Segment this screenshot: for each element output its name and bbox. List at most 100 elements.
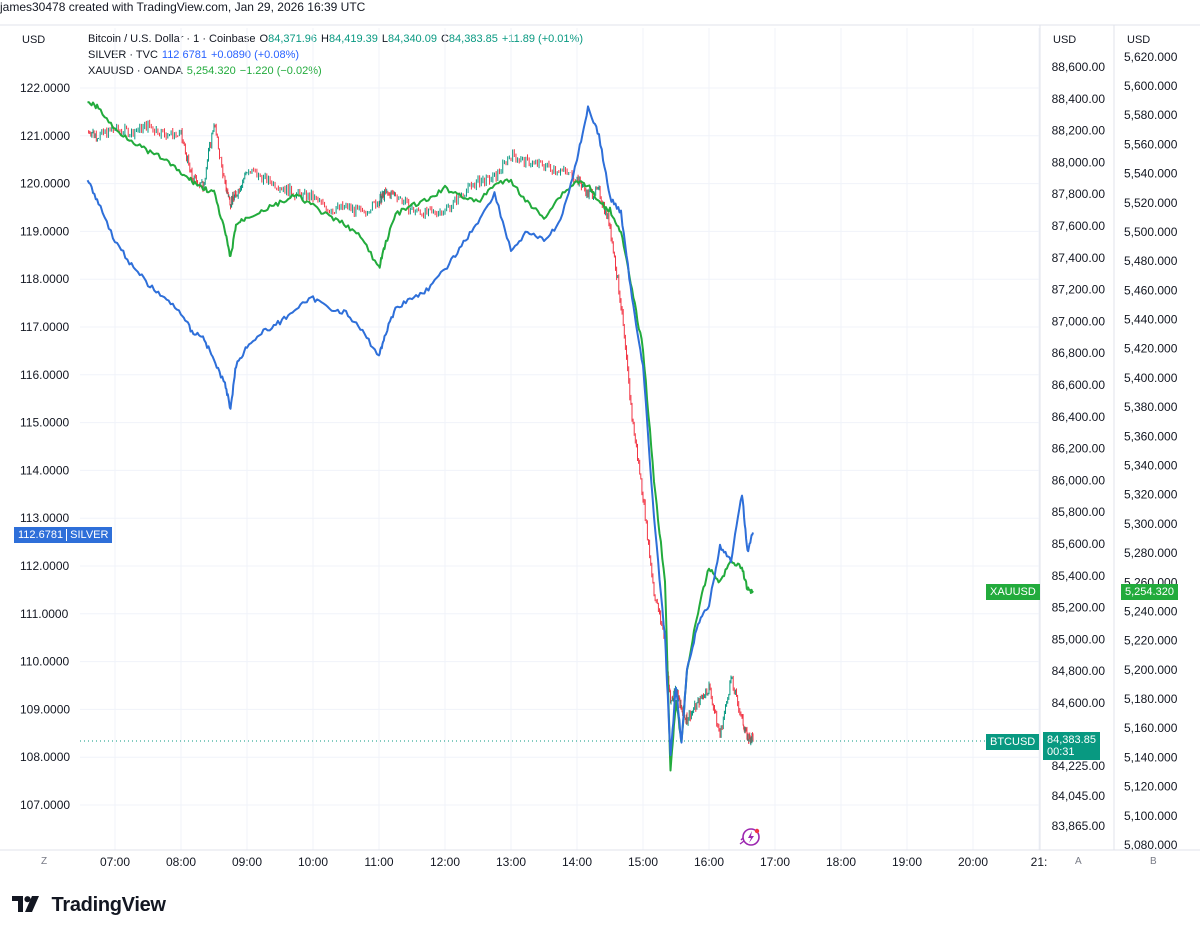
y-mid-tick-label: 85,200.00 xyxy=(1052,601,1106,615)
y-left-tick-label: 111.0000 xyxy=(20,607,69,621)
legend-gold-change: −1.220 (−0.02%) xyxy=(239,65,322,77)
left-axis-currency[interactable]: USD xyxy=(22,34,46,46)
legend-gold-name: XAUUSD · OANDA xyxy=(88,65,183,77)
y-mid-tick-label: 88,400.00 xyxy=(1052,92,1106,106)
y-mid-tick-label: 87,200.00 xyxy=(1052,283,1106,297)
x-tick-label: 16:00 xyxy=(694,855,724,869)
btc-candle-timer: 00:31 xyxy=(1047,746,1075,758)
y-right-tick-label: 5,120.000 xyxy=(1124,780,1178,794)
tradingview-logo[interactable]: TradingView xyxy=(12,893,166,917)
y-right-tick-label: 5,140.000 xyxy=(1124,750,1178,764)
axis-layer: 07:00 08:00 09:00 10:00 11:00 12:00 13:00 14:00… xyxy=(0,24,1200,869)
y-right-tick-label: 5,420.000 xyxy=(1124,342,1178,356)
y-left-tick-label: 120.0000 xyxy=(20,177,70,191)
y-mid-tick-label: 86,600.00 xyxy=(1052,378,1106,392)
y-right-tick-label: 5,440.000 xyxy=(1124,313,1178,327)
y-left-tick-label: 112.0000 xyxy=(20,559,69,573)
y-right-tick-label: 5,300.000 xyxy=(1124,517,1178,531)
alert-bolt-icon[interactable] xyxy=(738,826,762,848)
btc-candles-layer xyxy=(88,119,754,746)
x-tick-label: 09:00 xyxy=(232,855,262,869)
y-mid-tick-label: 86,200.00 xyxy=(1052,442,1106,456)
y-mid-tick-label: 86,000.00 xyxy=(1052,473,1106,487)
y-right-tick-label: 5,400.000 xyxy=(1124,371,1178,385)
y-mid-tick-label: 85,800.00 xyxy=(1052,505,1106,519)
y-mid-tick-label: 83,865.00 xyxy=(1052,819,1106,833)
y-mid-tick-label: 85,000.00 xyxy=(1052,632,1106,646)
legend-gold-value: 5,254.320 xyxy=(186,65,236,77)
chart-credit: james30478 created with TradingView.com,… xyxy=(0,0,366,14)
tradingview-logo-icon xyxy=(12,893,46,916)
legend-btc-high: 84,419.39 xyxy=(328,33,378,45)
y-mid-tick-label: 84,045.00 xyxy=(1052,789,1106,803)
y-left-tick-label: 109.0000 xyxy=(20,702,70,716)
y-left-tick-label: 117.0000 xyxy=(20,320,69,334)
y-right-tick-label: 5,160.000 xyxy=(1124,721,1178,735)
y-left-tick-label: 113.0000 xyxy=(20,511,69,525)
y-mid-tick-label: 85,400.00 xyxy=(1052,569,1106,583)
y-left-tick-label: 107.0000 xyxy=(20,798,70,812)
series-line-silver xyxy=(86,105,754,757)
y-left-tick-label: 118.0000 xyxy=(20,272,69,286)
y-mid-tick-label: 87,600.00 xyxy=(1052,219,1106,233)
x-tick-label: 10:00 xyxy=(298,855,328,869)
series-line-gold xyxy=(87,101,754,772)
legend-btc-change: +11.89 (+0.01%) xyxy=(501,33,583,45)
silver-price-tag-value: 112.6781 xyxy=(18,529,64,541)
y-right-tick-label: 5,540.000 xyxy=(1124,167,1178,181)
y-right-tick-label: 5,200.000 xyxy=(1124,663,1178,677)
legend-btc: Bitcoin / U.S. Dollar · 1 · Coinbase O84,… xyxy=(88,33,587,45)
y-right-tick-label: 5,340.000 xyxy=(1124,459,1178,473)
silver-price-tag-name: SILVER xyxy=(66,529,109,541)
y-right-tick-label: 5,520.000 xyxy=(1124,196,1178,210)
y-mid-tick-label: 88,600.00 xyxy=(1052,60,1106,74)
btc-price-tag: 84,383.85 00:31 xyxy=(1043,732,1100,760)
y-mid-tick-label: 88,200.00 xyxy=(1052,124,1106,138)
grid-layer xyxy=(80,28,1040,850)
legend-btc-close: 84,383.85 xyxy=(448,33,498,45)
mid-axis-scale-letter[interactable]: A xyxy=(1075,856,1082,867)
mid-axis-currency[interactable]: USD xyxy=(1053,34,1077,46)
legend-silver-name: SILVER · TVC xyxy=(88,49,158,61)
x-tick-label: 21: xyxy=(1031,855,1048,869)
x-tick-label: 17:00 xyxy=(760,855,790,869)
y-right-tick-label: 5,380.000 xyxy=(1124,400,1178,414)
y-mid-tick-label: 87,800.00 xyxy=(1052,187,1106,201)
y-left-tick-label: 114.0000 xyxy=(20,463,69,477)
y-right-tick-label: 5,280.000 xyxy=(1124,546,1178,560)
y-mid-tick-label: 87,400.00 xyxy=(1052,251,1106,265)
tradingview-brand: TradingView xyxy=(51,894,166,916)
y-mid-tick-label: 84,600.00 xyxy=(1052,696,1106,710)
gold-name-tag: XAUUSD xyxy=(986,584,1040,600)
left-axis-scale-letter[interactable]: Z xyxy=(41,856,48,867)
x-tick-label: 13:00 xyxy=(496,855,526,869)
right-axis-currency[interactable]: USD xyxy=(1127,34,1151,46)
y-left-tick-label: 116.0000 xyxy=(20,368,69,382)
y-right-tick-label: 5,080.000 xyxy=(1124,838,1178,852)
y-right-tick-label: 5,560.000 xyxy=(1124,137,1178,151)
y-mid-tick-label: 86,800.00 xyxy=(1052,346,1106,360)
legend-silver-value: 112.6781 xyxy=(161,49,207,61)
x-tick-label: 07:00 xyxy=(100,855,130,869)
chart-canvas[interactable]: 07:00 08:00 09:00 10:00 11:00 12:00 13:00 14:00… xyxy=(0,0,1200,880)
legend-silver-change: +0.0890 (+0.08%) xyxy=(210,49,300,61)
y-right-tick-label: 5,360.000 xyxy=(1124,429,1178,443)
y-right-tick-label: 5,220.000 xyxy=(1124,634,1178,648)
y-left-tick-label: 115.0000 xyxy=(20,416,69,430)
legend-btc-open-label: O xyxy=(259,33,269,45)
y-mid-tick-label: 84,225.00 xyxy=(1052,759,1106,773)
y-mid-tick-label: 84,800.00 xyxy=(1052,664,1106,678)
y-mid-tick-label: 85,600.00 xyxy=(1052,537,1106,551)
x-tick-label: 15:00 xyxy=(628,855,658,869)
legend-btc-high-label: H xyxy=(321,33,329,45)
legend-silver: SILVER · TVC 112.6781 +0.0890 (+0.08%) xyxy=(88,49,303,61)
y-left-tick-label: 122.0000 xyxy=(20,81,70,95)
legend-btc-open: 84,371.96 xyxy=(268,33,318,45)
btc-name-tag: BTCUSD xyxy=(986,734,1040,750)
x-tick-label: 19:00 xyxy=(892,855,922,869)
y-left-tick-label: 119.0000 xyxy=(20,224,69,238)
y-right-tick-label: 5,480.000 xyxy=(1124,254,1178,268)
x-tick-label: 14:00 xyxy=(562,855,592,869)
right-axis-scale-letter[interactable]: B xyxy=(1150,856,1157,867)
legend-btc-low-label: L xyxy=(381,33,389,45)
